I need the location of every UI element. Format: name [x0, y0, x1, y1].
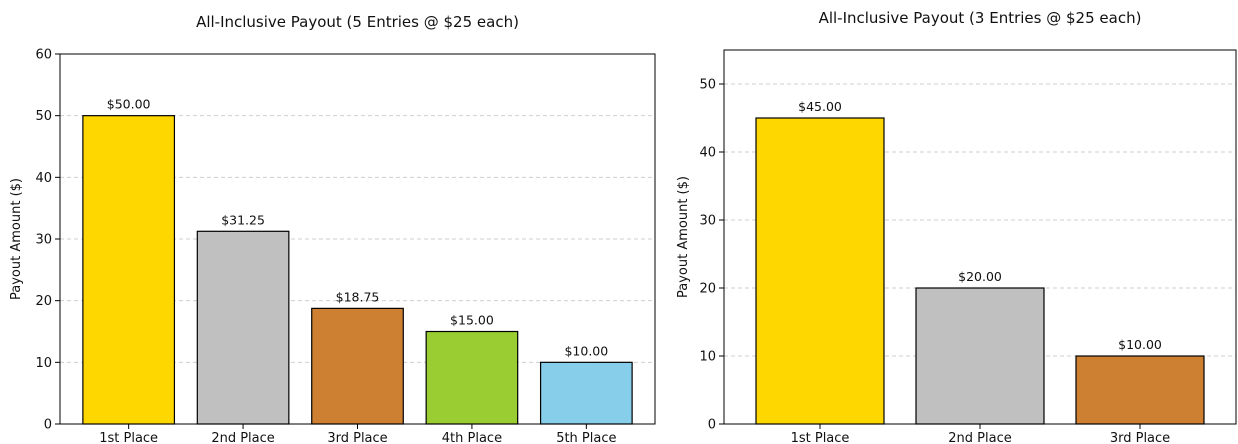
chart-1-bar-3	[311, 307, 404, 425]
chart-2-bar-2	[915, 287, 1045, 425]
chart-2-bar-3	[1075, 355, 1205, 425]
chart-1-bar-1	[82, 115, 176, 425]
chart-1-xtick-label-3: 3rd Place	[327, 431, 387, 444]
chart-2-ytick-label-20: 20	[699, 282, 716, 297]
chart-1-ytick-label-10: 10	[35, 356, 52, 371]
chart-2-ytick-label-0: 0	[708, 418, 716, 433]
chart-2-xtick-label-1: 1st Place	[791, 431, 850, 444]
chart-1-ylabel: Payout Amount ($)	[9, 178, 24, 300]
chart-1-title: All-Inclusive Payout (5 Entries @ $25 ea…	[196, 13, 519, 31]
chart-2-ytick-label-30: 30	[699, 214, 716, 229]
chart-1-data-label-3: $18.75	[336, 289, 380, 304]
chart-1-xtick-label-1: 1st Place	[99, 431, 158, 444]
chart-1-ytick-label-30: 30	[35, 233, 52, 248]
chart-2-title: All-Inclusive Payout (3 Entries @ $25 ea…	[819, 9, 1142, 27]
chart-1-bar-5	[539, 361, 633, 425]
chart-2-xtick-label-3: 3rd Place	[1110, 431, 1170, 444]
chart-1-xtick-label-5: 5th Place	[556, 431, 616, 444]
chart-1-ytick-label-0: 0	[44, 418, 52, 433]
chart-1-xtick-label-2: 2nd Place	[211, 431, 274, 444]
chart-2-bar-1	[755, 117, 885, 425]
chart-2-ylabel: Payout Amount ($)	[676, 176, 691, 298]
chart-2-ytick-label-10: 10	[699, 350, 716, 365]
chart-1-ytick-label-50: 50	[35, 109, 52, 124]
chart-2-data-label-1: $45.00	[798, 99, 842, 114]
chart-2: $45.00 $20.00 $10.00 0 10 20 30 40 50 1st Place 2n…	[676, 9, 1237, 444]
chart-1-ytick-label-40: 40	[35, 171, 52, 186]
chart-2-ytick-label-50: 50	[699, 78, 716, 93]
chart-2-data-label-3: $10.00	[1118, 337, 1162, 352]
chart-1-bar-4	[425, 330, 519, 425]
chart-1-ytick-label-60: 60	[35, 48, 52, 63]
chart-2-xtick-label-2: 2nd Place	[948, 431, 1011, 444]
chart-1-bar-2	[196, 230, 290, 425]
chart-1-ytick-label-20: 20	[35, 294, 52, 309]
chart-1: $50.00 $31.25 $18.75 $15.00 $10.00 0 10 20 30 40 5…	[9, 13, 656, 444]
chart-1-data-label-4: $15.00	[450, 313, 494, 328]
chart-1-data-label-5: $10.00	[564, 343, 608, 358]
chart-2-data-label-2: $20.00	[958, 269, 1002, 284]
chart-1-data-label-1: $50.00	[107, 97, 151, 112]
chart-2-ytick-label-40: 40	[699, 146, 716, 161]
chart-1-data-label-2: $31.25	[221, 212, 265, 227]
chart-1-xtick-label-4: 4th Place	[442, 431, 502, 444]
